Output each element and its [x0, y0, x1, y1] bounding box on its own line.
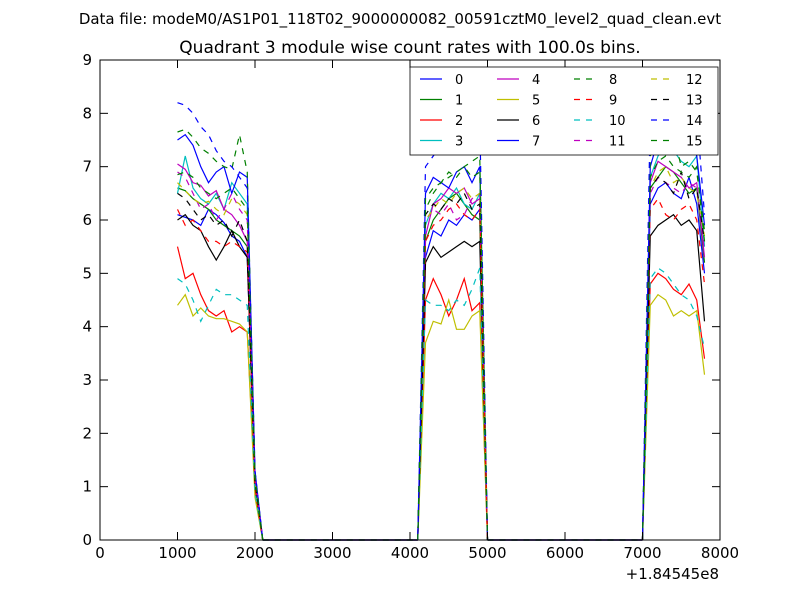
series-line-4 — [417, 187, 489, 541]
series-line-15 — [177, 171, 264, 541]
legend-label: 3 — [455, 135, 463, 150]
series-line-6 — [417, 240, 489, 541]
y-tick-label: 3 — [82, 371, 92, 389]
series-line-15 — [417, 165, 489, 541]
y-tick-label: 9 — [82, 51, 92, 69]
legend-item-4: 4 — [497, 73, 540, 88]
legend-label: 11 — [609, 135, 626, 150]
legend-item-3: 3 — [420, 135, 463, 150]
legend-item-0: 0 — [420, 73, 463, 88]
legend-label: 13 — [686, 94, 703, 109]
series-layer — [176, 79, 706, 541]
legend-item-7: 7 — [497, 135, 540, 150]
x-tick-label: 7000 — [623, 544, 661, 562]
legend-label: 5 — [532, 94, 540, 109]
legend-label: 9 — [609, 94, 617, 109]
series-line-9 — [417, 203, 489, 541]
series-line-10 — [417, 267, 489, 541]
series-line-8 — [417, 154, 489, 541]
legend-item-10: 10 — [574, 114, 626, 129]
legend-label: 2 — [455, 114, 463, 129]
legend-label: 8 — [609, 73, 617, 88]
x-tick-label: 3000 — [313, 544, 351, 562]
legend-item-2: 2 — [420, 114, 463, 129]
legend-item-11: 11 — [574, 135, 626, 150]
legend-item-12: 12 — [651, 73, 703, 88]
legend-label: 1 — [455, 94, 463, 109]
legend-item-8: 8 — [574, 73, 617, 88]
y-tick-label: 0 — [82, 531, 92, 549]
x-offset-label: +1.84545e8 — [626, 565, 719, 583]
legend-item-1: 1 — [420, 94, 463, 109]
y-tick-label: 7 — [82, 158, 92, 176]
series-line-5 — [417, 297, 489, 541]
x-tick-label: 6000 — [546, 544, 584, 562]
y-tick-label: 6 — [82, 211, 92, 229]
series-line-9 — [176, 209, 264, 541]
series-line-12 — [417, 187, 489, 541]
x-tick-label: 8000 — [701, 544, 739, 562]
legend-item-15: 15 — [651, 135, 703, 150]
x-tick-label: 0 — [95, 544, 105, 562]
series-line-5 — [641, 293, 706, 541]
chart-title: Quadrant 3 module wise count rates with … — [179, 38, 640, 58]
legend-item-6: 6 — [497, 114, 540, 129]
y-tick-label: 8 — [82, 104, 92, 122]
series-line-1 — [417, 192, 489, 541]
series-line-13 — [641, 170, 706, 541]
legend-item-14: 14 — [651, 114, 703, 129]
series-line-6 — [641, 213, 706, 541]
y-tick-label: 4 — [82, 318, 92, 336]
legend-item-9: 9 — [574, 94, 617, 109]
x-tick-label: 2000 — [236, 544, 274, 562]
y-tick-label: 1 — [82, 478, 92, 496]
legend-label: 4 — [532, 73, 540, 88]
series-line-11 — [641, 176, 706, 541]
x-tick-label: 4000 — [391, 544, 429, 562]
series-line-2 — [417, 276, 489, 541]
y-tick-label: 5 — [82, 264, 92, 282]
series-line-5 — [177, 293, 264, 541]
legend-label: 15 — [686, 135, 703, 150]
legend-label: 6 — [532, 114, 540, 129]
legend-label: 14 — [686, 114, 703, 129]
series-line-10 — [641, 267, 706, 541]
x-tick-label: 5000 — [468, 544, 506, 562]
legend-label: 0 — [455, 73, 463, 88]
x-tick-label: 1000 — [158, 544, 196, 562]
legend-label: 10 — [609, 114, 626, 129]
series-line-10 — [177, 278, 264, 541]
series-line-7 — [177, 133, 264, 541]
series-line-13 — [177, 192, 264, 541]
y-tick-label: 2 — [82, 424, 92, 442]
legend-label: 12 — [686, 73, 703, 88]
ticks: 0 1000 2000 3000 4000 5000 6000 7000 80000123456… — [82, 51, 739, 562]
series-line-13 — [417, 192, 489, 541]
series-line-4 — [641, 160, 706, 541]
suptitle: Data file: modeM0/AS1P01_118T02_90000000… — [79, 10, 721, 29]
legend-item-5: 5 — [497, 94, 540, 109]
series-line-11 — [177, 171, 264, 541]
series-line-2 — [641, 272, 706, 541]
legend-item-13: 13 — [651, 94, 703, 109]
legend-label: 7 — [532, 135, 540, 150]
